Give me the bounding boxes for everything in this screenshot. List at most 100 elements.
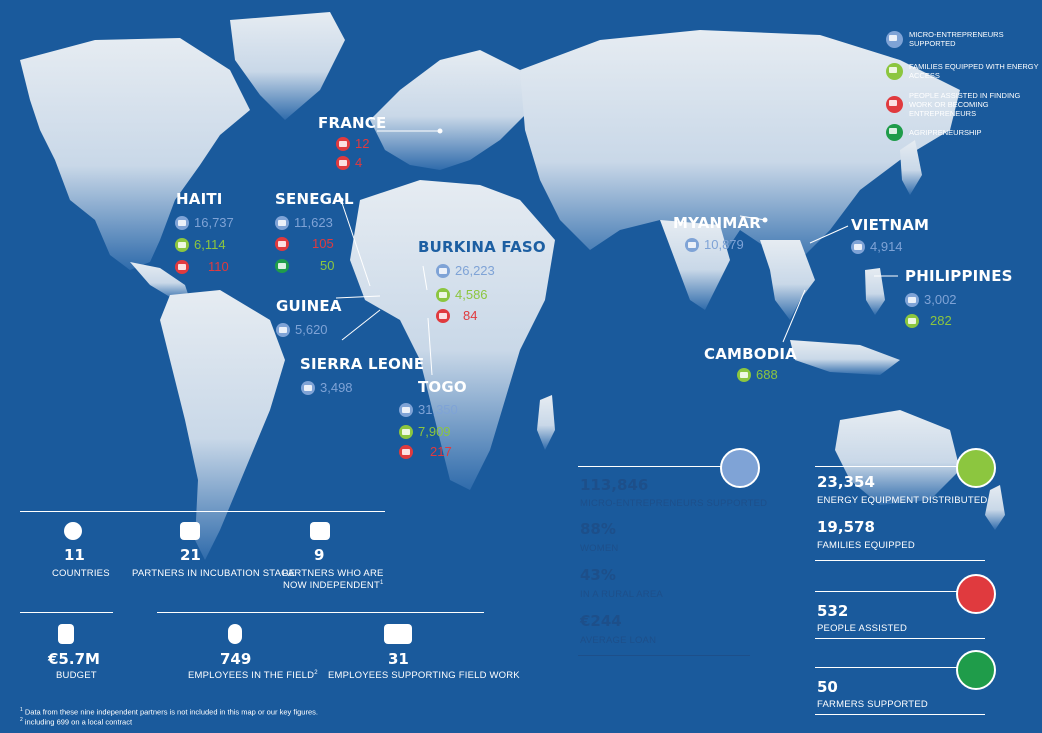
people-assisted-value: 532: [817, 602, 849, 620]
cambodia-energy-stat: 688: [737, 367, 778, 382]
energy-equipment-value: 23,354: [817, 473, 875, 491]
divider-micro-bottom: [578, 655, 750, 656]
burkina-leader: [422, 265, 428, 291]
micro-total-value: 113,846: [580, 476, 649, 494]
support-employees-label: EMPLOYEES SUPPORTING FIELD WORK: [328, 670, 520, 681]
divider-budget: [20, 612, 113, 613]
people-assisted-icon: [436, 308, 450, 323]
country-label-sierra-leone: SIERRA LEONE: [300, 355, 425, 373]
france-people-stat-2: 4: [336, 155, 362, 170]
europe-shape: [370, 50, 530, 170]
country-label-senegal: SENEGAL: [275, 190, 354, 208]
countries-label: COUNTRIES: [52, 568, 110, 579]
north-america-shape: [20, 38, 250, 270]
new-zealand-shape: [985, 485, 1005, 530]
agripreneurship-icon: [275, 258, 289, 273]
people-assisted-icon: [275, 236, 289, 251]
energy-access-icon: [905, 313, 919, 328]
countries-value: 11: [64, 546, 85, 564]
cambodia-leader: [782, 289, 806, 343]
people-assisted-icon: [336, 155, 350, 170]
divider-energy-panel: [815, 466, 960, 467]
divider-energy-bottom: [815, 560, 985, 561]
myanmar-leader: [739, 215, 766, 221]
senegal-agri-stat: 50: [275, 258, 334, 273]
myanmar-dot: [762, 217, 768, 223]
divider-top-left: [20, 511, 385, 512]
independent-label-1: PARTNERS WHO ARE: [282, 568, 384, 579]
southeast-asia-shape: [760, 240, 815, 320]
support-employees-value: 31: [388, 650, 409, 668]
divider-employees: [157, 612, 484, 613]
agripreneurship-icon: [886, 124, 903, 141]
legend-item-agri: AGRIPRENEURSHIP: [886, 124, 982, 141]
coins-icon: [58, 624, 74, 644]
micro-total-label: MICRO-ENTREPRENEURS SUPPORTED: [580, 498, 768, 509]
madagascar-shape: [537, 395, 555, 450]
people-assisted-icon: [886, 96, 903, 113]
energy-access-icon: [399, 424, 413, 439]
country-label-philippines: PHILIPPINES: [905, 267, 1013, 285]
philippines-micro-stat: 3,002: [905, 292, 957, 307]
families-equipped-value: 19,578: [817, 518, 875, 536]
legend-item-micro: MICRO-ENTREPRENEURS SUPPORTED: [886, 30, 1039, 48]
senegal-people-stat: 105: [275, 236, 334, 251]
micro-entrepreneurs-icon: [275, 215, 289, 230]
legend-item-people: PEOPLE ASSISTED IN FINDING WORK OR BECOM…: [886, 91, 1034, 118]
people-assisted-icon: [399, 444, 413, 459]
divider-agri-bottom: [815, 714, 985, 715]
footnote-1: 1 Data from these nine independent partn…: [20, 707, 318, 717]
burkina-energy-stat: 4,586: [436, 287, 488, 302]
loan-label: AVERAGE LOAN: [580, 635, 657, 646]
central-america-shape: [130, 262, 190, 300]
asia-shape: [520, 30, 960, 270]
rural-value: 43%: [580, 566, 616, 584]
guinea-leader: [335, 295, 381, 299]
field-employees-label: EMPLOYEES IN THE FIELD2: [188, 670, 318, 682]
agripreneurship-icon: [956, 650, 996, 690]
women-label: WOMEN: [580, 543, 619, 554]
japan-shape: [900, 140, 922, 195]
south-america-shape: [160, 290, 285, 560]
budget-value: €5.7M: [48, 650, 100, 668]
micro-entrepreneurs-icon: [175, 215, 189, 230]
team-icon: [384, 624, 412, 644]
country-label-myanmar: MYANMAR: [673, 214, 762, 232]
micro-entrepreneurs-icon: [886, 30, 903, 48]
philippines-energy-stat: 282: [905, 313, 952, 328]
senegal-dot: [338, 197, 344, 203]
divider-people-panel: [815, 591, 960, 592]
micro-entrepreneurs-icon: [436, 263, 450, 278]
globe-icon: [64, 522, 82, 540]
haiti-energy-stat: 6,114: [175, 237, 226, 252]
micro-entrepreneurs-icon: [301, 380, 315, 395]
independent-value: 9: [314, 546, 325, 564]
micro-entrepreneurs-icon: [905, 292, 919, 307]
energy-access-icon: [436, 287, 450, 302]
people-assisted-icon: [336, 136, 350, 151]
footnote-2: 2 including 699 on a local contract: [20, 717, 133, 727]
loan-value: €244: [580, 612, 622, 630]
families-equipped-label: FAMILIES EQUIPPED: [817, 540, 915, 551]
micro-entrepreneurs-icon: [399, 402, 413, 417]
country-label-cambodia: CAMBODIA: [704, 345, 797, 363]
micro-entrepreneurs-icon: [276, 322, 290, 337]
micro-entrepreneurs-icon: [685, 237, 699, 252]
energy-access-icon: [956, 448, 996, 488]
france-dot: [437, 128, 443, 134]
senegal-leader: [340, 199, 371, 287]
people-assisted-icon: [956, 574, 996, 614]
senegal-micro-stat: 11,623: [275, 215, 333, 230]
micro-entrepreneurs-icon: [851, 239, 865, 254]
togo-people-stat: 217: [399, 444, 452, 459]
sierra-micro-stat: 3,498: [301, 380, 353, 395]
partners-icon: [310, 522, 330, 540]
myanmar-micro-stat: 10,879: [685, 237, 744, 252]
africa-shape: [350, 180, 555, 490]
energy-equipment-label: ENERGY EQUIPMENT DISTRIBUTED: [817, 495, 988, 506]
burkina-people-stat: 84: [436, 308, 477, 323]
micro-entrepreneurs-icon: [720, 448, 760, 488]
togo-micro-stat: 31,350: [399, 402, 458, 417]
